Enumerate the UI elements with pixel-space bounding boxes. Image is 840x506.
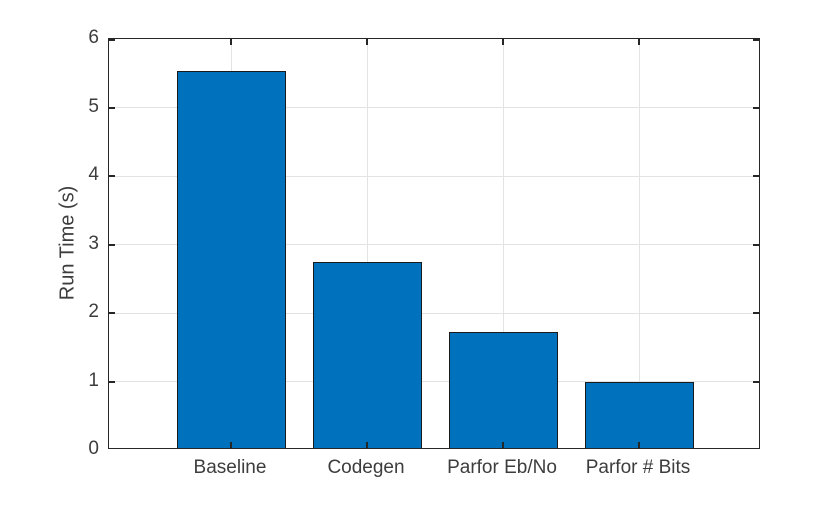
y-gridline (109, 244, 759, 245)
y-tick-right (753, 175, 759, 177)
y-tick-right (753, 243, 759, 246)
y-tick-right (753, 312, 759, 314)
x-tick-label: Parfor # Bits (585, 457, 691, 478)
y-gridline (109, 381, 759, 382)
y-tick-left (109, 380, 115, 383)
x-gridline (502, 39, 504, 448)
plot-area (108, 38, 760, 449)
x-tick-bottom (638, 442, 640, 448)
x-tick-label: Parfor Eb/No (447, 457, 557, 478)
bar-baseline (176, 71, 286, 448)
x-tick-bottom (366, 442, 368, 448)
x-tick-top (230, 39, 232, 45)
y-gridline (109, 175, 759, 177)
y-tick-right (753, 448, 759, 449)
x-tick-label: Codegen (327, 457, 405, 478)
y-tick-label: 1 (88, 369, 99, 391)
y-tick-left (109, 39, 115, 41)
y-tick-right (753, 106, 759, 109)
bar-parfor-bits (584, 382, 694, 448)
x-tick-top (638, 39, 640, 45)
y-tick-label: 3 (88, 232, 99, 254)
y-tick-left (109, 175, 115, 177)
y-tick-right (753, 39, 759, 41)
x-tick-label: Baseline (193, 457, 267, 478)
x-gridline (638, 39, 640, 448)
y-gridline (109, 107, 759, 108)
y-tick-label: 6 (88, 27, 99, 48)
y-tick-label: 0 (88, 438, 99, 459)
y-gridline (109, 312, 759, 314)
x-tick-bottom (230, 442, 232, 448)
x-gridline (366, 39, 368, 448)
y-tick-label: 5 (88, 95, 99, 117)
y-tick-label: 2 (88, 301, 99, 322)
y-tick-right (753, 380, 759, 383)
y-tick-left (109, 312, 115, 314)
bar-parfor-eb-no (448, 331, 558, 448)
y-tick-left (109, 106, 115, 109)
x-tick-top (502, 39, 504, 45)
bar-codegen (312, 261, 422, 448)
x-tick-top (366, 39, 368, 45)
y-tick-left (109, 448, 115, 449)
y-tick-left (109, 243, 115, 246)
x-tick-bottom (502, 442, 504, 448)
y-tick-label: 4 (88, 164, 99, 185)
